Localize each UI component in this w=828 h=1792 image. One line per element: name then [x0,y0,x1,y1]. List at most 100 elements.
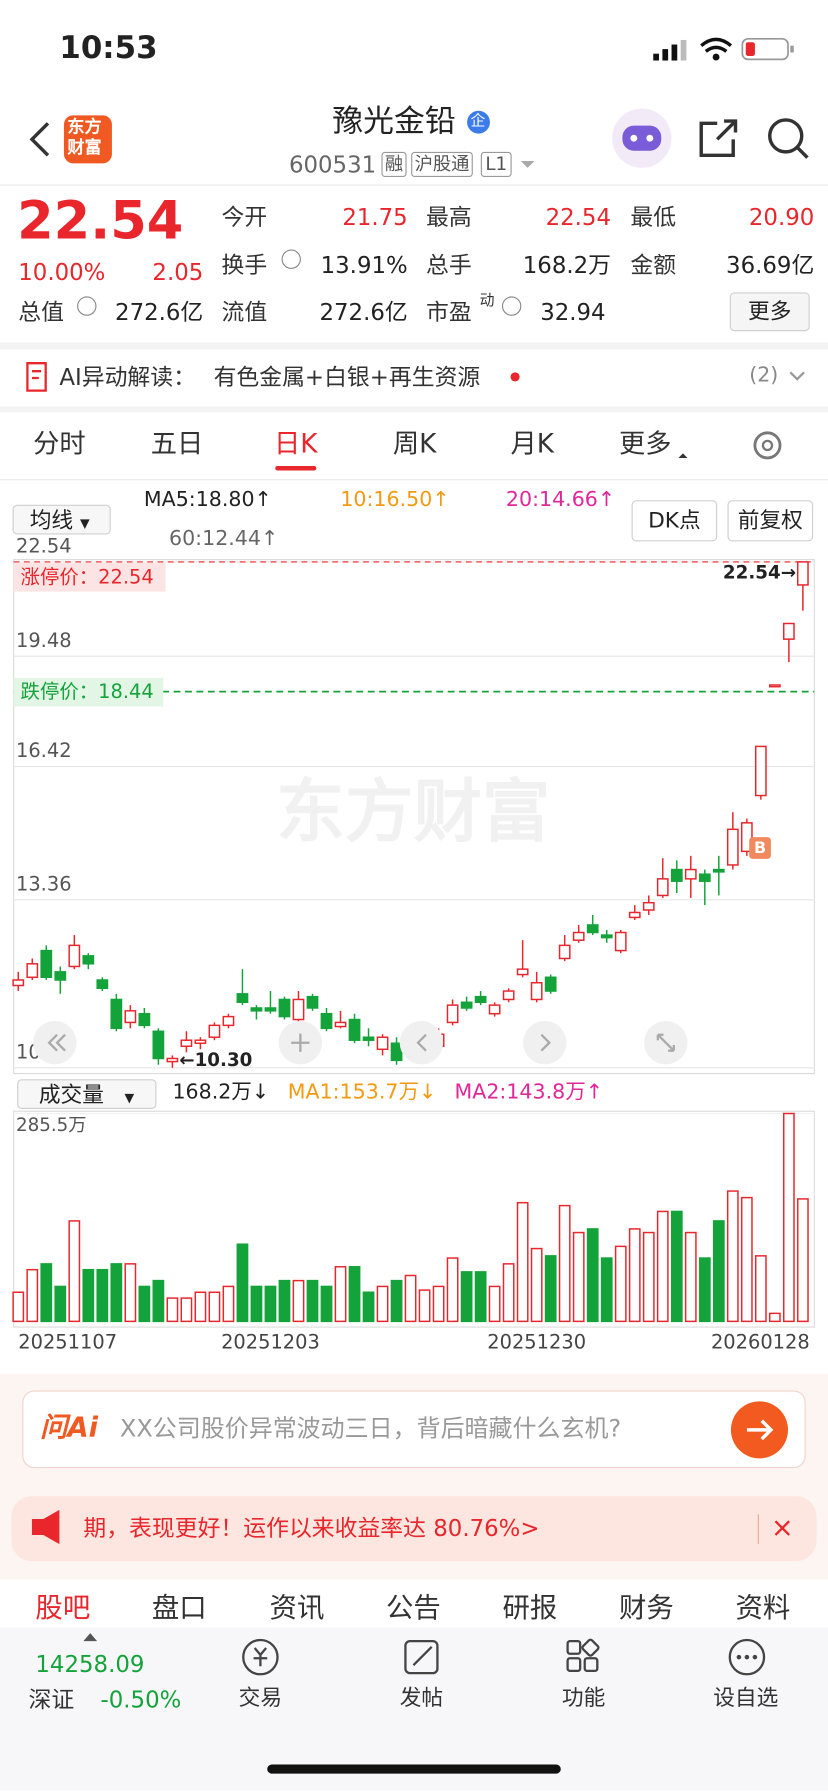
volume-bar [544,1255,557,1323]
candle-body [348,1018,361,1041]
volume-bar [460,1271,473,1323]
buy-marker-box [749,837,771,859]
ma-label: 10:16.50↑ [340,487,450,512]
candle-body [390,1042,403,1062]
ask-box[interactable] [22,1390,806,1469]
stat-sup: 动 [479,292,495,310]
indicator-select[interactable]: 均线 ▼ [12,504,111,535]
period-tab[interactable]: 五日 [150,429,204,460]
candle-body [12,979,25,987]
close-icon[interactable] [774,1520,790,1536]
stat-label: 今开 [221,203,268,231]
period-tab[interactable]: 分时 [33,429,86,460]
volume-select[interactable]: 成交量 ▼ [17,1079,157,1109]
control-icons [47,1033,675,1052]
dk-button[interactable]: DK点 [631,500,718,542]
volume-bar [656,1210,669,1323]
volume-bar [362,1291,375,1323]
more-button[interactable]: 更多 [729,292,810,332]
y-tick-label: 285.5万 [16,1115,87,1136]
candle-body [628,911,641,919]
nav-item[interactable]: 功能 [561,1685,606,1711]
kline-frame [13,559,815,1075]
stat-value: 272.6亿 [115,298,204,326]
candle-body [110,998,123,1030]
chevron[interactable] [789,371,805,381]
volume-bar [194,1291,207,1323]
candle-body [194,1039,207,1044]
volume-plot: 285.5万 20251107 20251203 20251230 20260128 [12,1112,815,1354]
candle-body [446,1004,459,1024]
bottom-tab[interactable]: 研报 [502,1592,558,1625]
bottom-tab[interactable]: 资料 [735,1592,791,1625]
volume-bar [404,1274,417,1323]
volume-bar [558,1204,571,1323]
volume-bar [124,1263,137,1323]
expand-arrow[interactable] [83,1633,98,1642]
adjust-button[interactable]: 前复权 [727,500,814,542]
banner[interactable] [11,1496,817,1562]
candle-body [26,963,39,979]
candle-body [754,745,767,797]
indicator-text: 均线 [29,508,74,534]
share-icon[interactable] [699,119,738,158]
candle-body [278,998,291,1018]
megaphone-icon [31,1509,60,1545]
ma-label: MA5:18.80↑ [143,487,272,512]
candle-body [124,1010,137,1024]
volume-bar [278,1279,291,1323]
bottom-tab[interactable]: 公告 [386,1592,441,1625]
nav-item[interactable]: 设自选 [713,1685,779,1711]
bottom-tab[interactable]: 股吧 [35,1592,91,1625]
bottom-tab[interactable]: 财务 [619,1592,674,1625]
dropdown-icon[interactable] [520,161,535,168]
stat-value: 13.91% [320,251,408,279]
ma-label: 60:12.44↑ [169,526,279,551]
control-button[interactable] [399,1021,444,1065]
candle-body [54,971,67,981]
bottom-tab[interactable]: 资讯 [269,1592,325,1625]
volume-bar [782,1112,795,1323]
volume-bar [54,1285,67,1323]
control-button[interactable] [523,1021,567,1065]
back-icon[interactable] [29,122,50,157]
volume-bar [502,1263,515,1323]
ai-label: AI异动解读： [59,363,196,391]
candle-body [558,944,571,960]
candle-body [320,1012,333,1030]
ask-brand: 问Ai [39,1411,99,1444]
candle-body [362,1036,375,1041]
stat-label: 总手 [425,251,472,279]
period-tab[interactable]: 月K [510,429,554,460]
ai-count: (2) [749,363,779,388]
volume-indicator: 成交量 [38,1082,104,1108]
limit-down-box [13,677,164,707]
period-tab[interactable]: 周K [392,429,437,460]
bottom-tab[interactable]: 盘口 [151,1592,207,1625]
nav-item[interactable]: 交易 [238,1685,283,1711]
stat-value: 32.94 [540,298,606,326]
nav-item[interactable]: 发帖 [399,1685,444,1711]
settings-icon[interactable] [753,431,782,460]
candle-body [292,998,305,1021]
volume-bar [628,1228,641,1323]
ask-placeholder[interactable]: XX公司股价异常波动三日，背后暗藏什么玄机? [119,1415,622,1443]
candle-body [684,868,697,880]
limit-up-box [13,563,166,592]
candle-body [516,968,529,976]
volume-bar [306,1279,319,1323]
stock-name: 豫光金铅 [332,103,456,140]
volume-bar [600,1257,613,1323]
search-icon[interactable] [768,118,804,154]
banner-text[interactable]: 期，表现更好！运作以来收益率达 80.76%> [83,1514,540,1542]
stat-value: 272.6亿 [319,298,408,326]
volume-bar [572,1231,585,1323]
period-tab[interactable]: 更多 [619,429,672,460]
period-tab[interactable]: 日K [274,429,318,460]
control-button[interactable] [33,1021,77,1065]
stat-value: 168.2万 [522,251,612,279]
tag: 融 [381,151,407,178]
volume-bar [250,1285,263,1323]
ai-text[interactable]: 有色金属+白银+再生资源 [213,363,481,391]
